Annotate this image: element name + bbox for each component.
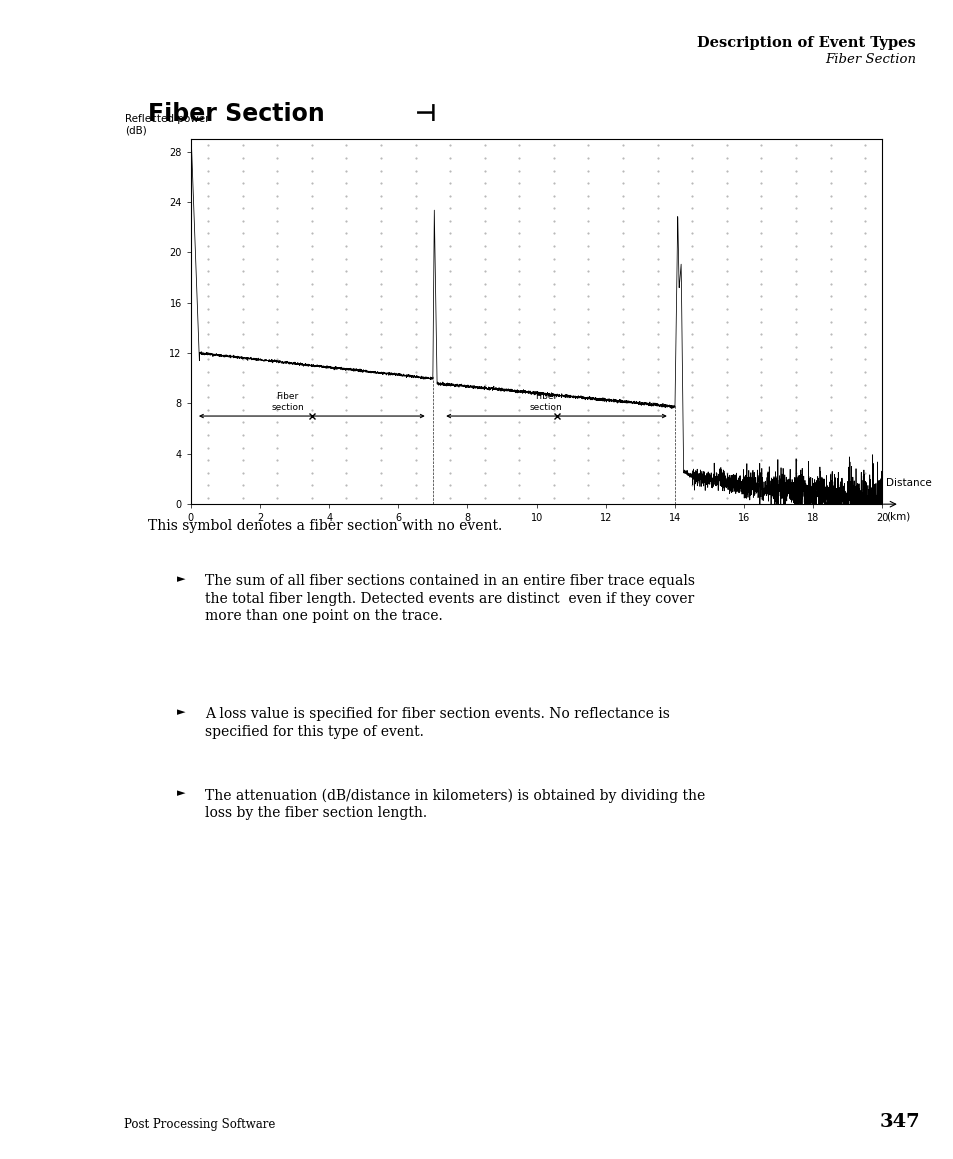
Text: (km): (km) — [885, 511, 909, 522]
Text: ⊣: ⊣ — [415, 102, 436, 126]
Text: ►: ► — [176, 574, 185, 584]
Text: Fiber
section: Fiber section — [529, 392, 562, 411]
Text: ►: ► — [176, 788, 185, 799]
Text: Fiber Section: Fiber Section — [824, 53, 915, 66]
Text: ►: ► — [176, 707, 185, 717]
Text: A loss value is specified for fiber section events. No reflectance is
specified : A loss value is specified for fiber sect… — [205, 707, 669, 738]
Text: Distance: Distance — [885, 478, 931, 488]
Text: Post Processing Software: Post Processing Software — [124, 1118, 275, 1131]
Text: The attenuation (dB/distance in kilometers) is obtained by dividing the
loss by : The attenuation (dB/distance in kilomete… — [205, 788, 704, 821]
Text: The sum of all fiber sections contained in an entire fiber trace equals
the tota: The sum of all fiber sections contained … — [205, 574, 695, 624]
Text: 347: 347 — [879, 1113, 920, 1131]
Text: Fiber
section: Fiber section — [271, 392, 304, 411]
Text: Reflected power
(dB): Reflected power (dB) — [125, 114, 210, 136]
Text: Description of Event Types: Description of Event Types — [697, 36, 915, 50]
Text: Fiber Section: Fiber Section — [148, 102, 333, 126]
Text: This symbol denotes a fiber section with no event.: This symbol denotes a fiber section with… — [148, 519, 501, 533]
